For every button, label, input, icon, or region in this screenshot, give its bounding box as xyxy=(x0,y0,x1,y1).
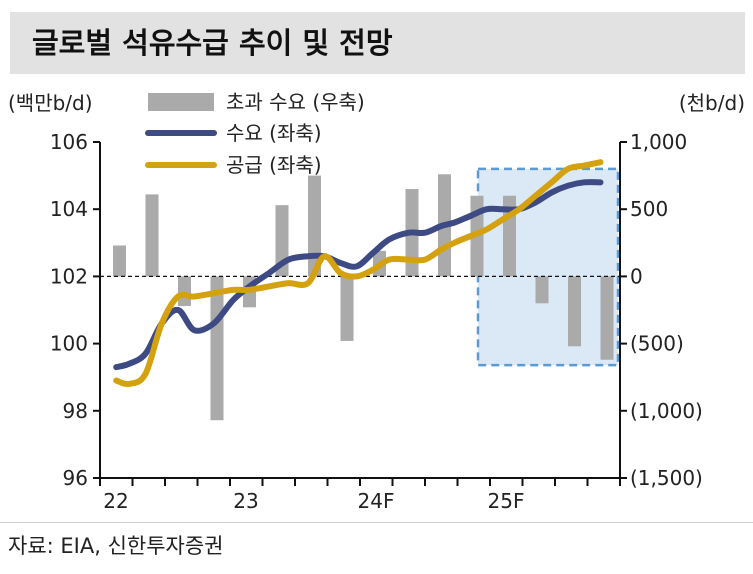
left-tick-label: 102 xyxy=(50,264,88,288)
x-tick-label: 24F xyxy=(358,489,395,513)
legend-label-supply: 공급 (좌축) xyxy=(226,153,322,177)
excess-demand-bar xyxy=(145,194,159,277)
right-tick-label: 1,000 xyxy=(630,130,687,154)
left-tick-label: 96 xyxy=(63,466,88,490)
right-tick-label: (500) xyxy=(630,332,684,356)
x-tick-label: 23 xyxy=(233,489,258,513)
chart: 106 104 102 100 98 96 1,000 500 0 (500) (1,000) (1,… xyxy=(8,90,745,513)
right-tick-label: (1,500) xyxy=(630,466,703,490)
legend-label-excess: 초과 수요 (우축) xyxy=(226,90,365,114)
left-axis-unit: (백만b/d) xyxy=(8,91,93,115)
forecast-highlight-box xyxy=(476,167,620,367)
excess-demand-bar xyxy=(340,276,354,341)
x-tick-label: 25F xyxy=(488,489,525,513)
chart-title: 글로벌 석유수급 추이 및 전망 xyxy=(32,26,393,60)
excess-demand-bar xyxy=(535,276,549,304)
legend-swatch-excess xyxy=(148,93,214,111)
x-tick-label: 22 xyxy=(103,489,128,513)
legend-label-demand: 수요 (좌축) xyxy=(226,121,322,145)
supply-line xyxy=(113,159,604,388)
left-tick-label: 104 xyxy=(50,197,88,221)
excess-demand-bar xyxy=(568,276,581,347)
left-tick-label: 100 xyxy=(50,332,88,356)
right-tick-label: 0 xyxy=(630,264,643,288)
right-tick-label: (1,000) xyxy=(630,399,703,423)
right-axis-unit: (천b/d) xyxy=(679,91,745,115)
left-tick-label: 106 xyxy=(50,130,88,154)
right-tick-label: 500 xyxy=(630,197,668,221)
excess-demand-bar xyxy=(308,175,321,277)
excess-demand-bar xyxy=(113,245,126,277)
excess-demand-bar xyxy=(600,276,614,360)
excess-demand-bar xyxy=(178,276,191,306)
divider xyxy=(0,522,753,523)
source-note: 자료: EIA, 신한투자증권 xyxy=(8,534,224,558)
title-bar: 글로벌 석유수급 추이 및 전망 xyxy=(10,12,745,74)
excess-demand-bar xyxy=(210,276,224,421)
left-tick-label: 98 xyxy=(63,399,88,423)
